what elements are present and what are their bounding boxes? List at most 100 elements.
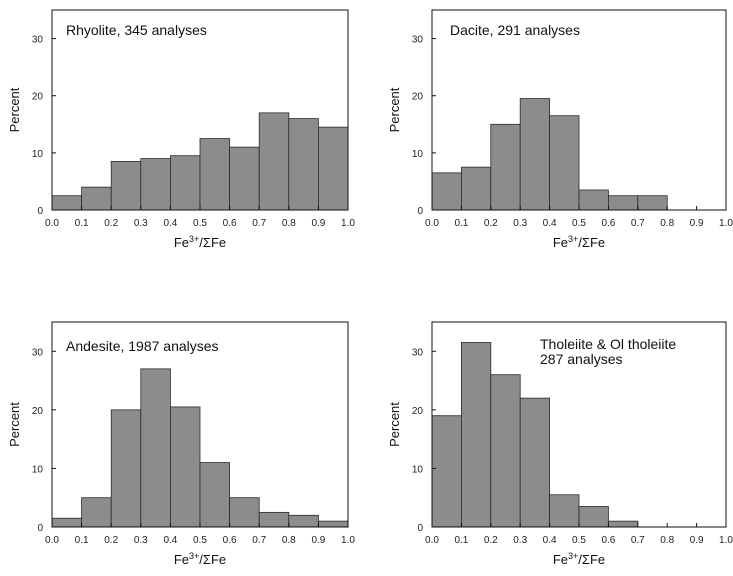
- histogram-panel: 0.0 0.1 0.2 0.3 0.4 0.5 0.6 0.7 0.8 0.9 1.0 0 10 20 30…: [387, 321, 733, 567]
- x-tick-label: 0.9: [690, 535, 704, 546]
- x-tick-label: 0.0: [45, 218, 59, 229]
- x-tick-label: 0.9: [690, 218, 704, 229]
- y-tick-label: 0: [417, 523, 423, 534]
- histogram-bar: [258, 511, 290, 528]
- x-tick-label: 0.9: [311, 218, 325, 229]
- x-tick-label: 0.3: [134, 535, 148, 546]
- x-axis-title: Fe3+/ΣFe: [174, 234, 226, 250]
- x-tick-label: 0.3: [134, 218, 148, 229]
- histogram-bar: [637, 195, 668, 211]
- panel-title: 287 analyses: [540, 351, 623, 367]
- x-tick-label: 1.0: [341, 535, 355, 546]
- y-tick-label: 20: [412, 92, 424, 103]
- x-tick-label: 0.5: [572, 535, 586, 546]
- x-tick-label: 0.6: [601, 535, 615, 546]
- x-tick-label: 0.7: [631, 535, 645, 546]
- histogram-panel: 0.0 0.1 0.2 0.3 0.4 0.5 0.6 0.7 0.8 0.9 1.0 0 10 20 30…: [7, 321, 355, 567]
- x-tick-label: 0.2: [484, 218, 498, 229]
- y-tick-label: 0: [37, 523, 43, 534]
- x-tick-label: 0.2: [104, 218, 118, 229]
- histogram-bar: [317, 520, 349, 528]
- x-tick-label: 0.6: [223, 218, 237, 229]
- y-tick-label: 0: [37, 206, 43, 217]
- histogram-bar: [578, 189, 609, 211]
- histogram-bar: [288, 118, 319, 211]
- y-axis-title: Percent: [7, 402, 22, 447]
- x-tick-label: 0.1: [75, 218, 89, 229]
- histogram-bar: [199, 462, 231, 528]
- x-tick-label: 0.4: [163, 535, 177, 546]
- y-axis-title: Percent: [387, 402, 402, 447]
- histogram-bar: [519, 98, 551, 211]
- histogram-bar: [110, 161, 142, 211]
- x-tick-label: 0.5: [572, 218, 586, 229]
- histogram-bar: [490, 123, 521, 211]
- histogram-bar: [460, 166, 492, 211]
- x-tick-label: 0.7: [252, 218, 266, 229]
- y-tick-label: 10: [32, 149, 44, 160]
- y-tick-label: 10: [412, 149, 424, 160]
- histogram-bar: [608, 195, 639, 211]
- histogram-bar: [317, 126, 349, 211]
- panel-title: Tholeiite & Ol tholeiite: [540, 336, 676, 352]
- histogram-bar: [81, 497, 112, 528]
- y-tick-label: 0: [417, 206, 423, 217]
- panel-title: Andesite, 1987 analyses: [66, 338, 219, 354]
- panel-title: Rhyolite, 345 analyses: [66, 22, 207, 38]
- histogram-bar: [608, 520, 639, 528]
- y-tick-label: 20: [32, 92, 44, 103]
- histogram-panel: 0.0 0.1 0.2 0.3 0.4 0.5 0.6 0.7 0.8 0.9 1.0 0 10 20 30…: [387, 9, 733, 250]
- histogram-bar: [81, 186, 112, 211]
- histogram-bar: [229, 497, 260, 528]
- x-tick-label: 0.6: [223, 535, 237, 546]
- x-tick-label: 0.1: [454, 218, 468, 229]
- histogram-bar: [140, 368, 171, 528]
- x-tick-label: 0.8: [282, 218, 296, 229]
- histogram-bar: [258, 112, 290, 211]
- y-tick-label: 20: [32, 406, 44, 417]
- x-tick-label: 0.5: [193, 218, 207, 229]
- histogram-bar: [460, 342, 492, 528]
- x-tick-label: 0.4: [543, 218, 557, 229]
- panel-title: Dacite, 291 analyses: [450, 22, 580, 38]
- x-tick-label: 0.3: [513, 218, 527, 229]
- x-tick-label: 0.4: [543, 535, 557, 546]
- histogram-bar: [199, 138, 231, 211]
- x-tick-label: 1.0: [341, 218, 355, 229]
- x-axis-title: Fe3+/ΣFe: [553, 234, 605, 250]
- y-tick-label: 30: [32, 347, 44, 358]
- x-tick-label: 0.6: [601, 218, 615, 229]
- x-tick-label: 0.2: [484, 535, 498, 546]
- x-tick-label: 0.7: [631, 218, 645, 229]
- x-axis-title: Fe3+/ΣFe: [174, 551, 226, 567]
- x-tick-label: 0.8: [282, 535, 296, 546]
- y-axis-title: Percent: [387, 87, 402, 132]
- histogram-bar: [229, 146, 260, 211]
- histogram-bar: [431, 172, 462, 211]
- x-tick-label: 0.1: [454, 535, 468, 546]
- x-tick-label: 0.3: [513, 535, 527, 546]
- histogram-bar: [169, 406, 201, 528]
- histogram-bar: [51, 195, 83, 211]
- x-tick-label: 0.0: [425, 535, 439, 546]
- x-tick-label: 0.9: [311, 535, 325, 546]
- histogram-panel: 0.0 0.1 0.2 0.3 0.4 0.5 0.6 0.7 0.8 0.9 1.0 0 10 20 30…: [7, 9, 355, 250]
- x-tick-label: 0.5: [193, 535, 207, 546]
- x-tick-label: 0.0: [425, 218, 439, 229]
- histogram-bar: [490, 374, 521, 528]
- y-axis-title: Percent: [7, 87, 22, 132]
- x-tick-label: 0.8: [660, 218, 674, 229]
- x-tick-label: 1.0: [719, 218, 733, 229]
- histogram-bar: [549, 115, 580, 211]
- y-tick-label: 10: [32, 464, 44, 475]
- x-tick-label: 0.7: [252, 535, 266, 546]
- histogram-bar: [140, 158, 171, 211]
- histogram-bar: [519, 397, 551, 528]
- histogram-bar: [549, 494, 580, 528]
- x-tick-label: 0.2: [104, 535, 118, 546]
- x-tick-label: 0.4: [163, 218, 177, 229]
- x-tick-label: 0.0: [45, 535, 59, 546]
- y-tick-label: 30: [32, 35, 44, 46]
- x-tick-label: 0.8: [660, 535, 674, 546]
